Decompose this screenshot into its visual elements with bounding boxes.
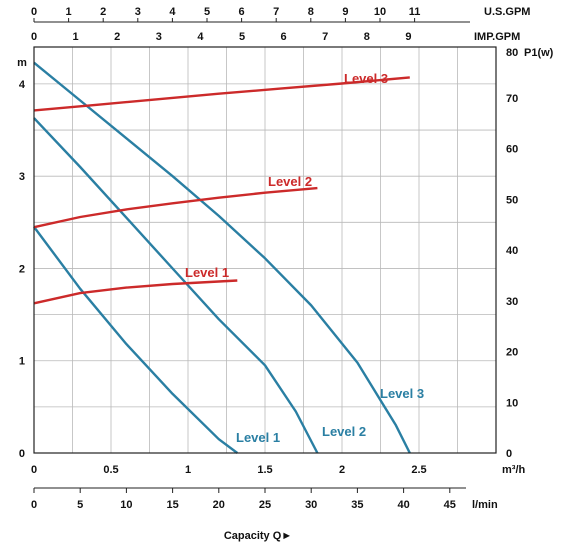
x-lmin-axis-label: l/min (472, 499, 498, 511)
x-tick-lmin: 40 (397, 499, 409, 511)
x-tick-m3h: 0 (31, 464, 37, 476)
x-tick-impgpm: 4 (197, 31, 204, 43)
x-tick-lmin: 0 (31, 499, 37, 511)
head-label-level-2: Level 2 (322, 424, 366, 439)
x-tick-usgpm: 5 (204, 6, 210, 18)
x-tick-impgpm: 3 (156, 31, 162, 43)
x-impgpm-axis-label: IMP.GPM (474, 31, 520, 43)
x-tick-impgpm: 1 (73, 31, 79, 43)
x-tick-m3h: 1.5 (257, 464, 272, 476)
head-label-level-1: Level 1 (236, 430, 280, 445)
y-tick-power: 0 (506, 448, 512, 460)
x-tick-m3h: 0.5 (103, 464, 118, 476)
x-tick-usgpm: 4 (169, 6, 176, 18)
y-right-axis-label: P1(w) (524, 47, 554, 59)
head-curve-level-2 (33, 117, 319, 454)
power-label-level-2: Level 2 (268, 174, 312, 189)
x-tick-impgpm: 7 (322, 31, 328, 43)
x-tick-m3h: 2 (339, 464, 345, 476)
head-curve-level-3 (33, 61, 411, 454)
y-tick-power: 40 (506, 245, 518, 257)
x-tick-impgpm: 8 (364, 31, 370, 43)
x-tick-impgpm: 9 (405, 31, 411, 43)
y-tick-power: 10 (506, 397, 518, 409)
y-tick-head: 4 (19, 79, 26, 91)
x-usgpm-axis-label: U.S.GPM (484, 6, 530, 18)
x-tick-impgpm: 6 (281, 31, 287, 43)
x-tick-usgpm: 10 (374, 6, 386, 18)
y-tick-head: 1 (19, 356, 25, 368)
plot-frame (33, 46, 497, 454)
x-tick-lmin: 10 (120, 499, 132, 511)
x-tick-lmin: 30 (305, 499, 317, 511)
power-curve-level-3 (33, 76, 410, 112)
x-tick-usgpm: 9 (342, 6, 348, 18)
y-tick-power: 50 (506, 194, 518, 206)
y-tick-head: 2 (19, 263, 25, 275)
x-tick-lmin: 25 (259, 499, 271, 511)
power-label-level-1: Level 1 (185, 265, 229, 280)
power-curve-level-1 (33, 279, 238, 305)
x-tick-usgpm: 7 (273, 6, 279, 18)
y-left-axis-label: m (17, 57, 27, 69)
x-tick-usgpm: 3 (135, 6, 141, 18)
head-label-level-3: Level 3 (380, 386, 424, 401)
x-tick-usgpm: 1 (66, 6, 72, 18)
head-curve-level-1 (33, 226, 239, 454)
y-tick-power: 20 (506, 347, 518, 359)
power-curve-level-2 (33, 186, 318, 229)
power-label-level-3: Level 3 (344, 71, 388, 86)
grid (34, 47, 496, 453)
series (33, 61, 411, 454)
x-tick-usgpm: 8 (308, 6, 314, 18)
x-m3h-axis-label: m³/h (502, 464, 526, 476)
x-tick-lmin: 5 (77, 499, 83, 511)
x-tick-usgpm: 6 (239, 6, 245, 18)
x-tick-lmin: 15 (166, 499, 178, 511)
y-tick-head: 0 (19, 448, 25, 460)
x-caption: Capacity Q► (224, 530, 292, 542)
x-tick-m3h: 2.5 (411, 464, 426, 476)
y-tick-power: 60 (506, 144, 518, 156)
series-labels: Level 1 Level 2 Level 3 Level 1 Level 2 Level… (185, 71, 424, 445)
x-tick-lmin: 45 (444, 499, 456, 511)
x-tick-impgpm: 2 (114, 31, 120, 43)
x-tick-usgpm: 2 (100, 6, 106, 18)
y-right-top-tick: 80 (506, 47, 518, 59)
y-tick-power: 70 (506, 93, 518, 105)
x-tick-impgpm: 5 (239, 31, 245, 43)
y-tick-head: 3 (19, 171, 25, 183)
axis-ticks: 0 0.5 1 1.5 2 2.50 5 10 15 20 25 30 35 40 450 1 2 3 4 5 6 7 8 9… (19, 6, 518, 511)
x-tick-lmin: 20 (213, 499, 225, 511)
x-tick-usgpm: 11 (409, 6, 421, 18)
x-tick-usgpm: 0 (31, 6, 37, 18)
y-tick-power: 30 (506, 296, 518, 308)
x-tick-lmin: 35 (351, 499, 363, 511)
x-tick-impgpm: 0 (31, 31, 37, 43)
x-tick-m3h: 1 (185, 464, 191, 476)
